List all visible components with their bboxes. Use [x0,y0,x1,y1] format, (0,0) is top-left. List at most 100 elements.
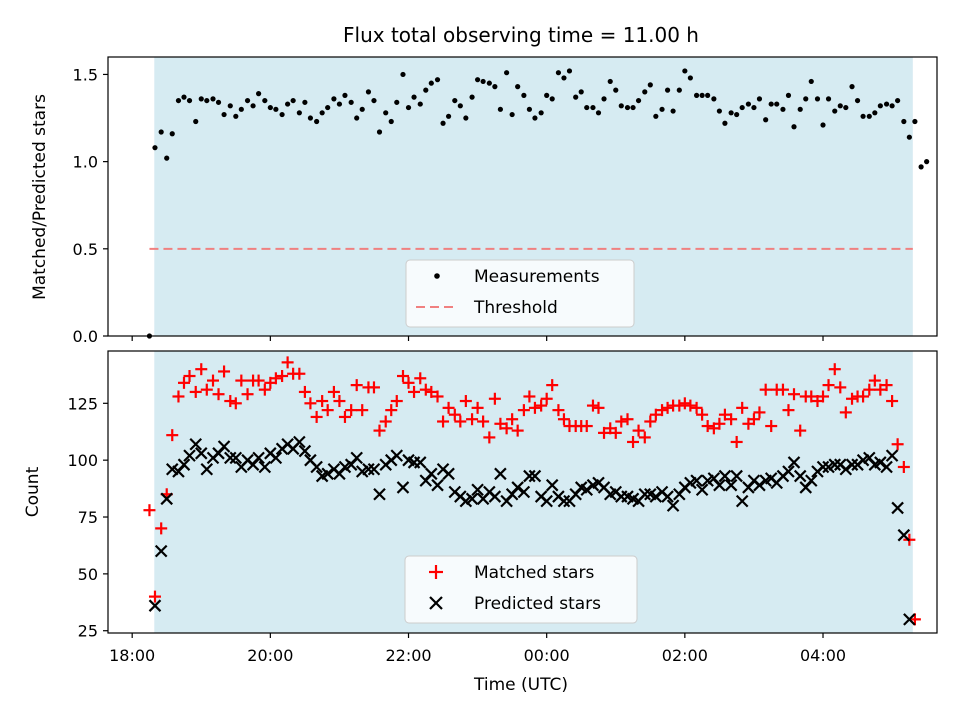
count-x-axis-label: Time (UTC) [473,675,568,695]
measurement-point-134 [918,164,924,170]
predicted-point-5 [177,458,191,471]
matched-point-61 [494,417,507,430]
matched-point-52 [442,401,455,414]
measurement-point-94 [687,75,693,81]
measurement-point-77 [590,104,596,111]
matched-point-5 [172,390,185,403]
matched-point-79 [598,426,611,439]
measurement-point-44 [400,71,406,78]
predicted-point-35 [350,451,363,465]
matched-point-90 [661,401,674,414]
predicted-point-114 [804,474,818,487]
predicted-point-46 [413,456,427,469]
measurement-point-49 [428,80,434,86]
ratio-legend: Measurements Threshold [405,259,635,328]
matched-point-105 [747,413,760,426]
matched-point-55 [459,395,472,408]
count-y-axis-label: Count [23,466,43,517]
matched-point-45 [402,376,415,389]
measurement-point-69 [544,92,550,98]
matched-point-22 [269,372,282,385]
count-legend: Matched stars Predicted stars [404,555,638,624]
measurement-point-55 [463,115,469,121]
matched-point-20 [258,383,271,396]
measurement-point-96 [699,92,705,98]
measurement-point-135 [924,159,930,165]
measurement-point-88 [653,113,659,119]
measurement-point-80 [607,78,613,85]
measurement-point-100 [722,120,728,126]
predicted-point-90 [666,499,680,512]
count-y-tick-label-0: 25 [78,622,98,641]
measurement-point-68 [538,110,544,116]
matched-point-58 [477,415,490,428]
predicted-point-102 [735,494,749,508]
measurement-point-75 [578,89,584,95]
measurement-point-21 [267,104,273,111]
matched-point-85 [632,424,645,437]
predicted-point-120 [839,462,853,476]
measurement-point-11 [210,96,216,102]
predicted-point-12 [217,440,231,453]
measurement-point-65 [521,92,527,98]
measurement-point-9 [198,96,204,102]
matched-point-10 [200,383,213,396]
measurement-point-124 [860,113,866,119]
matched-point-81 [609,426,622,439]
measurement-point-120 [837,103,843,109]
predicted-point-112 [793,469,807,483]
measurement-point-47 [417,101,423,107]
measurement-point-83 [624,104,631,111]
measurement-point-114 [803,96,809,102]
count-x-tick-label-5: 04:00 [800,646,846,665]
count-x-tick-label-0: 18:00 [109,646,155,665]
count-y-axis: 25 50 75 100 125 [67,394,108,641]
measurement-point-98 [711,96,717,102]
count-plot-frame [107,350,938,634]
matched-point-68 [535,399,548,412]
measurement-point-16 [238,106,244,112]
count-x-tick-label-1: 20:00 [247,646,293,665]
matched-point-88 [649,408,662,421]
matched-point-41 [379,415,392,428]
measurement-point-128 [883,101,890,107]
chart-title: Flux total observing time = 11.00 h [343,23,699,47]
predicted-point-101 [730,469,743,483]
count-predicted-series [148,435,916,626]
matched-point-8 [189,385,202,398]
measurement-point-2 [158,129,164,135]
count-matched-series [143,356,921,626]
measurement-point-66 [526,106,533,112]
measurement-point-56 [469,94,475,100]
matched-point-128 [880,379,893,392]
matched-point-15 [229,397,242,410]
predicted-point-100 [724,478,738,492]
predicted-point-6 [183,449,196,462]
measurement-point-90 [664,87,671,93]
count-x-tick-label-2: 22:00 [385,646,431,665]
measurement-point-103 [739,104,745,111]
ratio-y-axis-label: Matched/Predicted stars [30,94,50,300]
predicted-point-59 [488,490,502,503]
measurement-point-48 [423,87,429,93]
matched-point-119 [828,363,841,376]
predicted-point-75 [580,483,594,497]
measurement-point-59 [486,80,492,86]
predicted-point-21 [269,451,283,465]
matched-point-122 [846,392,859,405]
count-y-tick-label-1: 50 [78,565,98,584]
legend-predicted-label: Predicted stars [474,594,601,614]
matched-point-78 [592,401,605,414]
measurement-point-39 [371,97,377,104]
measurement-point-74 [573,94,579,100]
measurement-point-40 [376,129,383,135]
matched-point-106 [753,406,766,419]
matched-point-64 [511,424,524,437]
measurement-point-51 [440,120,446,126]
matched-point-1 [148,590,161,603]
matched-point-48 [419,383,432,396]
measurement-point-8 [193,118,199,125]
measurement-point-116 [814,96,821,102]
predicted-point-39 [373,487,386,501]
